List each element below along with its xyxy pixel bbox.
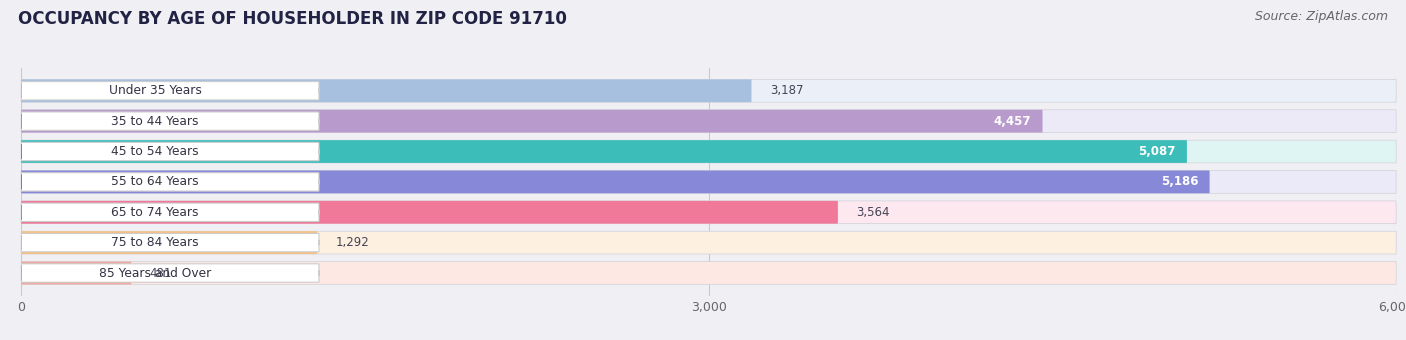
- Text: 3,187: 3,187: [770, 84, 803, 97]
- Text: 85 Years and Over: 85 Years and Over: [98, 267, 211, 279]
- FancyBboxPatch shape: [21, 201, 838, 224]
- FancyBboxPatch shape: [21, 203, 319, 221]
- FancyBboxPatch shape: [21, 171, 1209, 193]
- FancyBboxPatch shape: [21, 231, 1396, 254]
- Text: 45 to 54 Years: 45 to 54 Years: [111, 145, 200, 158]
- FancyBboxPatch shape: [21, 82, 319, 100]
- FancyBboxPatch shape: [21, 110, 1042, 133]
- FancyBboxPatch shape: [21, 140, 1396, 163]
- FancyBboxPatch shape: [21, 79, 751, 102]
- Text: 5,186: 5,186: [1160, 175, 1198, 188]
- FancyBboxPatch shape: [21, 231, 318, 254]
- FancyBboxPatch shape: [21, 142, 319, 161]
- Text: Source: ZipAtlas.com: Source: ZipAtlas.com: [1254, 10, 1388, 23]
- FancyBboxPatch shape: [21, 262, 1396, 284]
- Text: 55 to 64 Years: 55 to 64 Years: [111, 175, 200, 188]
- Text: 4,457: 4,457: [994, 115, 1031, 128]
- FancyBboxPatch shape: [21, 264, 319, 282]
- Text: OCCUPANCY BY AGE OF HOUSEHOLDER IN ZIP CODE 91710: OCCUPANCY BY AGE OF HOUSEHOLDER IN ZIP C…: [18, 10, 567, 28]
- FancyBboxPatch shape: [21, 234, 319, 252]
- FancyBboxPatch shape: [21, 171, 1396, 193]
- Text: 75 to 84 Years: 75 to 84 Years: [111, 236, 200, 249]
- Text: 65 to 74 Years: 65 to 74 Years: [111, 206, 198, 219]
- Text: 35 to 44 Years: 35 to 44 Years: [111, 115, 198, 128]
- FancyBboxPatch shape: [21, 110, 1396, 133]
- FancyBboxPatch shape: [21, 201, 1396, 224]
- Text: 5,087: 5,087: [1137, 145, 1175, 158]
- FancyBboxPatch shape: [21, 262, 131, 284]
- FancyBboxPatch shape: [21, 173, 319, 191]
- Text: Under 35 Years: Under 35 Years: [108, 84, 201, 97]
- FancyBboxPatch shape: [21, 140, 1187, 163]
- Text: 3,564: 3,564: [856, 206, 890, 219]
- FancyBboxPatch shape: [21, 79, 1396, 102]
- Text: 481: 481: [149, 267, 172, 279]
- FancyBboxPatch shape: [21, 112, 319, 130]
- Text: 1,292: 1,292: [336, 236, 370, 249]
